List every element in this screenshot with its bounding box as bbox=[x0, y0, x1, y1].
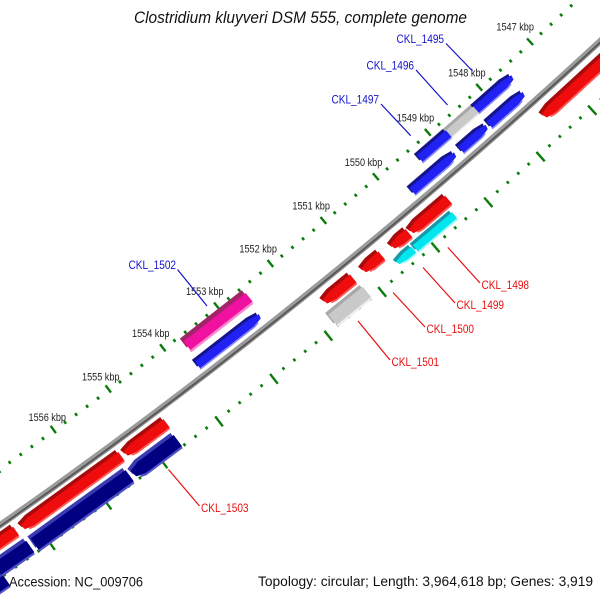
svg-text:1552 kbp: 1552 kbp bbox=[239, 244, 277, 256]
svg-text:Topology: circular; Length: 3,: Topology: circular; Length: 3,964,618 bp… bbox=[258, 574, 593, 589]
svg-text:CKL_1496: CKL_1496 bbox=[367, 59, 415, 73]
svg-text:1551 kbp: 1551 kbp bbox=[292, 201, 330, 213]
svg-text:1555 kbp: 1555 kbp bbox=[82, 372, 120, 384]
svg-text:CKL_1500: CKL_1500 bbox=[427, 322, 475, 336]
svg-text:1547 kbp: 1547 kbp bbox=[496, 22, 534, 34]
svg-text:1550 kbp: 1550 kbp bbox=[345, 157, 383, 169]
svg-text:CKL_1498: CKL_1498 bbox=[482, 278, 530, 292]
svg-text:CKL_1495: CKL_1495 bbox=[397, 32, 445, 46]
svg-text:CKL_1502: CKL_1502 bbox=[129, 258, 177, 272]
svg-text:1553 kbp: 1553 kbp bbox=[186, 286, 224, 298]
svg-text:Clostridium kluyveri DSM 555,: Clostridium kluyveri DSM 555, complete g… bbox=[134, 9, 467, 27]
svg-text:CKL_1499: CKL_1499 bbox=[457, 298, 505, 312]
svg-text:CKL_1501: CKL_1501 bbox=[392, 355, 440, 369]
svg-text:Accession: NC_009706: Accession: NC_009706 bbox=[9, 575, 143, 590]
svg-text:1548 kbp: 1548 kbp bbox=[448, 68, 486, 80]
svg-text:1556 kbp: 1556 kbp bbox=[29, 412, 67, 424]
svg-text:1554 kbp: 1554 kbp bbox=[132, 328, 170, 340]
svg-text:CKL_1497: CKL_1497 bbox=[332, 93, 380, 107]
svg-text:1549 kbp: 1549 kbp bbox=[397, 113, 435, 125]
svg-text:CKL_1503: CKL_1503 bbox=[201, 501, 249, 515]
